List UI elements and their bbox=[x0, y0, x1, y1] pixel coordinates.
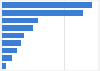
Bar bbox=[2, 48, 17, 53]
Bar bbox=[2, 10, 82, 16]
Bar bbox=[2, 40, 21, 46]
Bar bbox=[2, 18, 38, 23]
Bar bbox=[2, 55, 12, 61]
Bar bbox=[2, 33, 24, 38]
Bar bbox=[2, 2, 92, 8]
Bar bbox=[2, 63, 6, 69]
Bar bbox=[2, 25, 33, 31]
